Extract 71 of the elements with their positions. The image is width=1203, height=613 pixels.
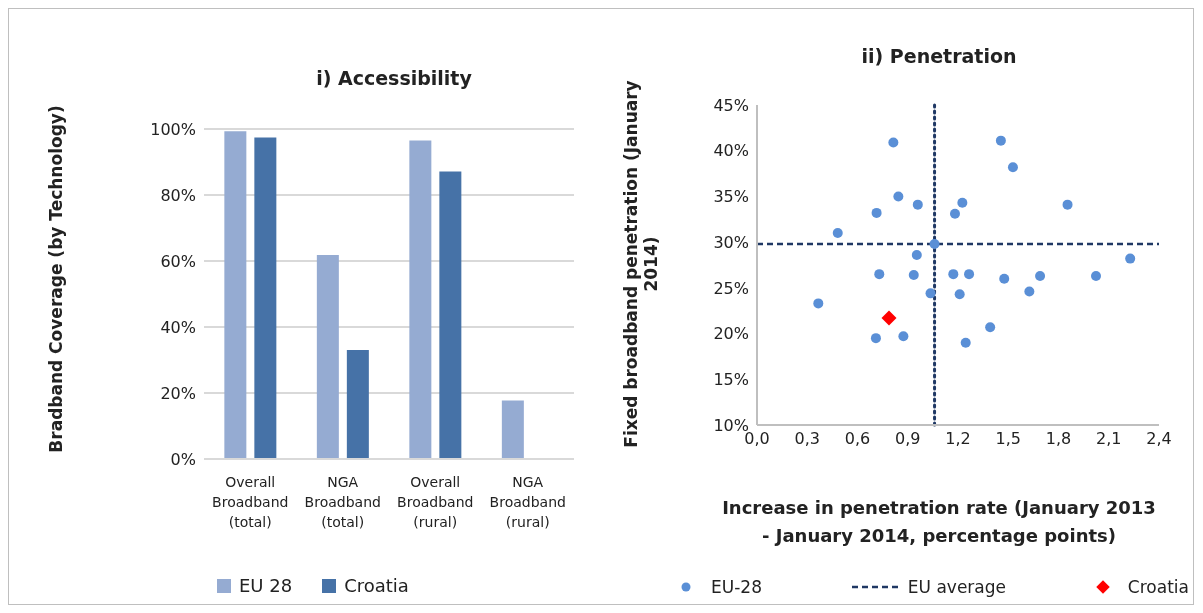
point xyxy=(893,191,904,202)
y-tick-label: 0% xyxy=(170,449,196,469)
x-tick-label: Overall Broadband (rural) xyxy=(397,474,474,530)
y-tick-label: 15% xyxy=(713,369,749,389)
chart-title: i) Accessibility xyxy=(315,67,473,89)
bar xyxy=(346,350,369,459)
point xyxy=(964,269,975,280)
x-tick-label: NGA Broadband (rural) xyxy=(489,474,566,530)
y-tick-label: 45% xyxy=(713,95,749,115)
y-tick-label: 40% xyxy=(713,141,749,161)
bar xyxy=(501,400,524,459)
point xyxy=(888,137,899,148)
x-tick-label: 0,6 xyxy=(844,429,871,449)
legend-label: EU-28 xyxy=(710,577,762,597)
y-tick-label: 60% xyxy=(160,251,196,271)
point xyxy=(881,310,897,326)
point xyxy=(929,238,940,249)
bar xyxy=(409,140,432,459)
point xyxy=(999,273,1010,284)
y-axis-title: Bradband Coverage (by Technology) xyxy=(45,104,67,455)
point xyxy=(874,269,885,280)
point xyxy=(1024,286,1035,297)
point xyxy=(1035,270,1046,281)
point xyxy=(954,289,965,300)
bar xyxy=(254,137,277,459)
y-tick-label: 100% xyxy=(150,119,196,139)
x-tick-label: NGA Broadband (total) xyxy=(304,474,381,530)
point xyxy=(908,270,919,281)
point xyxy=(1007,162,1018,173)
point xyxy=(871,207,882,218)
legend-label: EU 28 xyxy=(238,575,293,596)
point xyxy=(948,269,959,280)
point xyxy=(995,135,1006,146)
point xyxy=(1062,199,1073,210)
y-axis-title: Fixed broadband penetration (January 2014) xyxy=(620,79,662,449)
y-tick-label: 25% xyxy=(713,278,749,298)
bar xyxy=(316,255,339,459)
y-tick-label: 20% xyxy=(713,324,749,344)
x-tick-label: 2,4 xyxy=(1146,429,1172,449)
point xyxy=(898,331,909,342)
point xyxy=(949,208,960,219)
chart-title: ii) Penetration xyxy=(860,45,1018,67)
x-tick-label: 0,3 xyxy=(794,429,820,449)
point xyxy=(832,228,843,238)
point xyxy=(911,249,922,260)
point xyxy=(925,288,936,299)
legend-label: Croatia xyxy=(343,575,409,596)
legend-label: EU average xyxy=(906,577,1006,597)
x-tick-label: 2,1 xyxy=(1096,429,1122,449)
x-tick-label: 1,2 xyxy=(945,429,971,449)
x-axis-title: Increase in penetration rate (January 2013 - January 2014, percentage points) xyxy=(721,496,1157,548)
x-tick-label: Overall Broadband (total) xyxy=(212,474,289,530)
bar xyxy=(224,131,247,459)
x-tick-label: 0,9 xyxy=(895,429,921,449)
y-tick-label: 40% xyxy=(160,317,196,337)
point xyxy=(957,197,968,208)
x-tick-label: 1,8 xyxy=(1045,429,1072,449)
point xyxy=(813,298,824,309)
legend-label: Croatia xyxy=(1126,577,1189,597)
y-tick-label: 80% xyxy=(160,185,196,205)
bar xyxy=(439,171,462,459)
point xyxy=(960,337,971,348)
y-tick-label: 35% xyxy=(713,187,749,207)
point xyxy=(1091,270,1102,281)
point xyxy=(870,333,881,344)
point xyxy=(912,199,923,210)
y-tick-label: 30% xyxy=(713,232,749,252)
point xyxy=(1125,253,1136,264)
x-tick-label: 1,5 xyxy=(995,429,1021,449)
point xyxy=(985,322,996,333)
y-tick-label: 20% xyxy=(160,383,196,403)
